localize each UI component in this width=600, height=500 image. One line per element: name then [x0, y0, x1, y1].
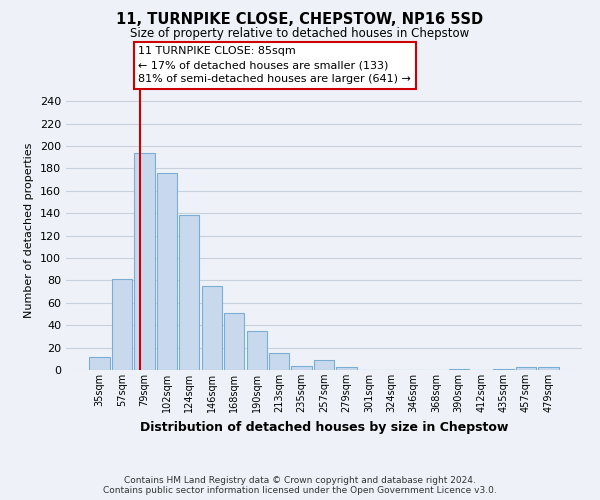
Bar: [292, 366, 311, 370]
Y-axis label: Number of detached properties: Number of detached properties: [25, 142, 34, 318]
Bar: [157, 173, 177, 370]
Bar: [516, 366, 536, 370]
Bar: [224, 313, 244, 370]
X-axis label: Distribution of detached houses by size in Chepstow: Distribution of detached houses by size …: [140, 420, 508, 434]
Bar: [449, 369, 469, 370]
Bar: [269, 353, 289, 370]
Text: 11 TURNPIKE CLOSE: 85sqm
← 17% of detached houses are smaller (133)
81% of semi-: 11 TURNPIKE CLOSE: 85sqm ← 17% of detach…: [138, 46, 411, 84]
Bar: [247, 331, 267, 370]
Text: Contains HM Land Registry data © Crown copyright and database right 2024.
Contai: Contains HM Land Registry data © Crown c…: [103, 476, 497, 495]
Bar: [179, 216, 199, 370]
Bar: [337, 366, 356, 370]
Bar: [89, 356, 110, 370]
Bar: [493, 369, 514, 370]
Bar: [202, 286, 222, 370]
Text: Size of property relative to detached houses in Chepstow: Size of property relative to detached ho…: [130, 28, 470, 40]
Bar: [314, 360, 334, 370]
Text: 11, TURNPIKE CLOSE, CHEPSTOW, NP16 5SD: 11, TURNPIKE CLOSE, CHEPSTOW, NP16 5SD: [116, 12, 484, 28]
Bar: [112, 280, 132, 370]
Bar: [538, 366, 559, 370]
Bar: [134, 152, 155, 370]
